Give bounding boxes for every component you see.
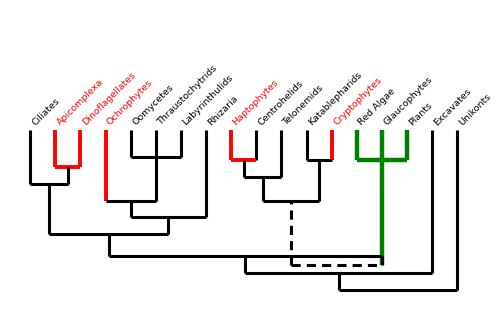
Text: Excavates: Excavates [432, 86, 473, 127]
Text: Labyrinthulids: Labyrinthulids [181, 73, 235, 127]
Text: Rhizaria: Rhizaria [206, 94, 240, 127]
Text: Unikonts: Unikonts [458, 92, 493, 127]
Text: Oomycetes: Oomycetes [130, 83, 175, 127]
Text: Glaucophytes: Glaucophytes [382, 75, 434, 127]
Text: Plants: Plants [407, 100, 434, 127]
Text: Ochrophytes: Ochrophytes [106, 78, 154, 127]
Text: Dinoflagellates: Dinoflagellates [80, 70, 137, 127]
Text: Telonemids: Telonemids [282, 83, 326, 127]
Text: Red Algae: Red Algae [357, 87, 397, 127]
Text: Thraustochytrids: Thraustochytrids [156, 64, 219, 127]
Text: Ciliates: Ciliates [30, 96, 61, 127]
Text: Centrohelids: Centrohelids [256, 78, 305, 127]
Text: Katablepharids: Katablepharids [306, 70, 364, 127]
Text: Haptophytes: Haptophytes [231, 78, 280, 127]
Text: Cryptophytes: Cryptophytes [332, 76, 384, 127]
Text: Apicomplexa: Apicomplexa [56, 78, 105, 127]
